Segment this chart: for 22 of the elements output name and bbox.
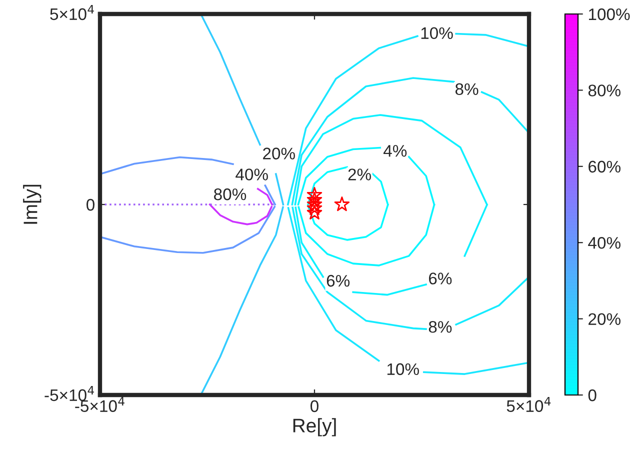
annotation: 10% bbox=[387, 363, 419, 376]
color-bar-label: 100% bbox=[588, 8, 630, 20]
annotation: 2% bbox=[348, 168, 371, 180]
x-tick-label: 5×10$^{4}$ bbox=[506, 396, 551, 412]
annotation: 4% bbox=[383, 145, 407, 157]
annotation: 8% bbox=[455, 83, 478, 96]
annotation: 40% bbox=[236, 168, 268, 180]
annotation: 80% bbox=[214, 188, 246, 200]
color-bar-label: 40% bbox=[588, 237, 620, 249]
color-bar-label: 60% bbox=[588, 160, 620, 173]
x-axis-title: Re[y] bbox=[293, 418, 336, 436]
x-tick-label: 0 bbox=[310, 400, 318, 412]
color-bar-label: 20% bbox=[588, 313, 620, 326]
color-bar-label: 80% bbox=[588, 84, 620, 96]
y-tick-label: 0 bbox=[86, 198, 94, 211]
annotation: 6% bbox=[429, 272, 452, 284]
y-axis-title: Im[y] bbox=[23, 184, 42, 224]
y-tick-label: 5×10$^{4}$ bbox=[50, 5, 94, 20]
annotation: 8% bbox=[428, 320, 452, 333]
annotation: 10% bbox=[421, 27, 453, 40]
annotation: 6% bbox=[326, 274, 350, 287]
annotation: 20% bbox=[263, 148, 295, 160]
